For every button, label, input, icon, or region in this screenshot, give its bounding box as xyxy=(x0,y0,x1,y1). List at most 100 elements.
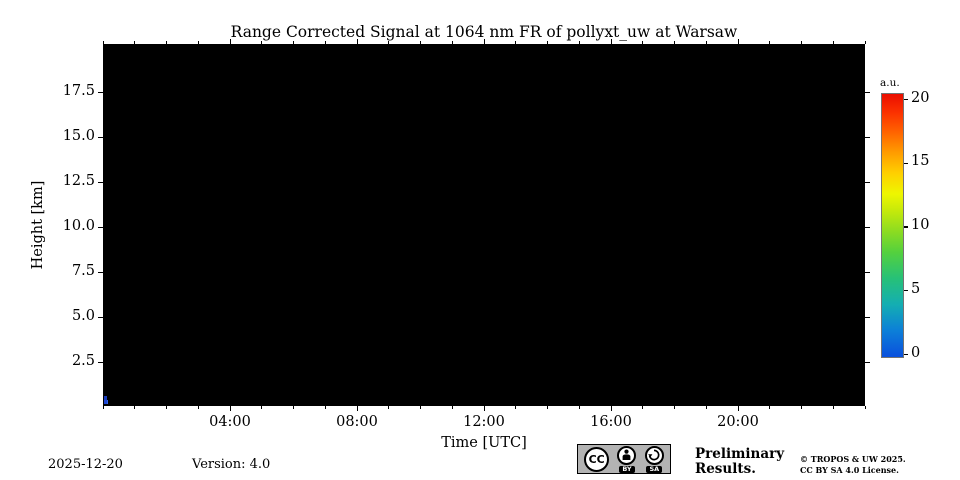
colorbar-tick-label: 20 xyxy=(911,89,930,106)
x-axis-top-minor-tick xyxy=(705,41,707,44)
y-axis-left-tick xyxy=(98,317,103,319)
x-axis-minor-tick xyxy=(166,406,167,409)
x-axis-major-tick xyxy=(229,406,231,411)
copyright-line2: CC BY SA 4.0 License. xyxy=(800,465,899,475)
x-axis-minor-tick xyxy=(642,406,644,409)
x-axis-minor-tick xyxy=(134,406,136,409)
y-axis-right-tick xyxy=(865,92,870,94)
cc-by-person-icon xyxy=(617,445,637,465)
x-axis-top-minor-tick xyxy=(547,41,548,44)
y-axis-left-tick xyxy=(98,227,103,229)
y-axis-left-tick xyxy=(98,182,103,184)
x-axis-minor-tick xyxy=(674,406,675,409)
y-axis-left-tick xyxy=(98,362,103,364)
x-axis-top-major-tick xyxy=(610,39,612,44)
cc-by-label: BY xyxy=(619,465,635,473)
copyright-note: © TROPOS & UW 2025. CC BY SA 4.0 License… xyxy=(800,454,930,476)
cc-icon: CC xyxy=(584,446,610,472)
x-axis-top-minor-tick xyxy=(642,41,644,44)
cc-sa-arrow-icon xyxy=(644,445,664,465)
x-axis-minor-tick xyxy=(197,406,199,409)
x-axis-top-minor-tick xyxy=(674,41,675,44)
x-tick-label: 12:00 xyxy=(463,414,505,430)
y-axis-left-tick xyxy=(98,272,103,274)
y-tick-label: 2.5 xyxy=(71,352,95,369)
y-axis-right-tick xyxy=(865,362,870,364)
x-axis-top-minor-tick xyxy=(578,41,580,44)
x-axis-top-minor-tick xyxy=(801,41,802,44)
y-axis-right-tick xyxy=(865,317,870,319)
preliminary-results-note: Preliminary Results. xyxy=(695,447,784,477)
x-axis-minor-tick xyxy=(388,406,390,409)
y-axis-right-tick xyxy=(865,182,870,184)
x-tick-label: 20:00 xyxy=(717,414,759,430)
x-axis-top-minor-tick xyxy=(388,41,390,44)
colorbar-tick-label: 5 xyxy=(911,280,921,297)
x-axis-minor-tick xyxy=(547,406,548,409)
colorbar-tick xyxy=(904,98,908,101)
y-axis-right-tick xyxy=(865,137,870,139)
x-axis-top-minor-tick xyxy=(515,41,517,44)
x-axis-top-minor-tick xyxy=(166,41,167,44)
x-tick-label: 08:00 xyxy=(336,414,378,430)
x-axis-minor-tick xyxy=(515,406,517,409)
preliminary-line1: Preliminary xyxy=(695,446,785,462)
y-axis-label: Height [km] xyxy=(30,180,46,270)
x-axis-top-major-tick xyxy=(737,39,739,44)
x-axis-minor-tick xyxy=(705,406,707,409)
preliminary-line2: Results. xyxy=(695,461,756,477)
x-axis-minor-tick xyxy=(451,406,453,409)
y-tick-label: 7.5 xyxy=(71,262,95,279)
x-axis-top-major-tick xyxy=(229,39,231,44)
x-axis-minor-tick xyxy=(420,406,421,409)
y-axis-left-tick xyxy=(98,92,103,94)
colorbar-tick-label: 10 xyxy=(911,217,930,233)
plot-area xyxy=(103,44,865,406)
x-axis-minor-tick xyxy=(102,406,104,409)
colorbar-tick xyxy=(904,162,908,164)
x-axis-top-minor-tick xyxy=(134,41,136,44)
colorbar-tick xyxy=(904,353,908,356)
x-axis-minor-tick xyxy=(864,406,866,409)
x-tick-label: 04:00 xyxy=(209,414,251,430)
y-tick-label: 10.0 xyxy=(62,217,95,234)
colorbar-gradient xyxy=(881,93,904,358)
y-tick-label: 5.0 xyxy=(71,307,95,324)
x-axis-top-major-tick xyxy=(483,39,485,44)
cc-sa-label: SA xyxy=(646,465,663,473)
x-axis-minor-tick xyxy=(324,406,326,409)
version-label: Version: 4.0 xyxy=(192,457,271,472)
signal-patch xyxy=(104,396,107,404)
y-tick-label: 17.5 xyxy=(62,82,95,99)
x-axis-top-minor-tick xyxy=(769,41,771,44)
x-axis-label: Time [UTC] xyxy=(441,435,527,451)
x-axis-major-tick xyxy=(356,406,358,411)
chart-title: Range Corrected Signal at 1064 nm FR of … xyxy=(230,23,738,41)
colorbar-tick xyxy=(904,290,908,292)
colorbar-tick-label: 0 xyxy=(911,344,921,361)
x-axis-top-minor-tick xyxy=(197,41,199,44)
x-axis-top-major-tick xyxy=(356,39,358,44)
cc-license-badge[interactable]: CC BY SA xyxy=(577,444,671,474)
measurement-date: 2025-12-20 xyxy=(48,457,123,472)
x-axis-major-tick xyxy=(483,406,485,411)
colorbar-tick xyxy=(904,226,908,228)
x-axis-major-tick xyxy=(737,406,739,411)
x-axis-minor-tick xyxy=(578,406,580,409)
x-axis-minor-tick xyxy=(832,406,834,409)
copyright-line1: © TROPOS & UW 2025. xyxy=(800,454,906,464)
x-axis-top-minor-tick xyxy=(420,41,421,44)
x-axis-top-minor-tick xyxy=(261,41,263,44)
x-axis-top-minor-tick xyxy=(102,41,104,44)
colorbar-unit-label: a.u. xyxy=(880,77,900,89)
x-axis-minor-tick xyxy=(769,406,771,409)
y-tick-label: 15.0 xyxy=(62,127,95,144)
x-tick-label: 16:00 xyxy=(590,414,632,430)
x-axis-minor-tick xyxy=(801,406,802,409)
x-axis-minor-tick xyxy=(261,406,263,409)
y-axis-right-tick xyxy=(865,272,870,274)
colorbar-tick-label: 15 xyxy=(911,153,930,170)
x-axis-top-minor-tick xyxy=(293,41,294,44)
y-axis-left-tick xyxy=(98,137,103,139)
